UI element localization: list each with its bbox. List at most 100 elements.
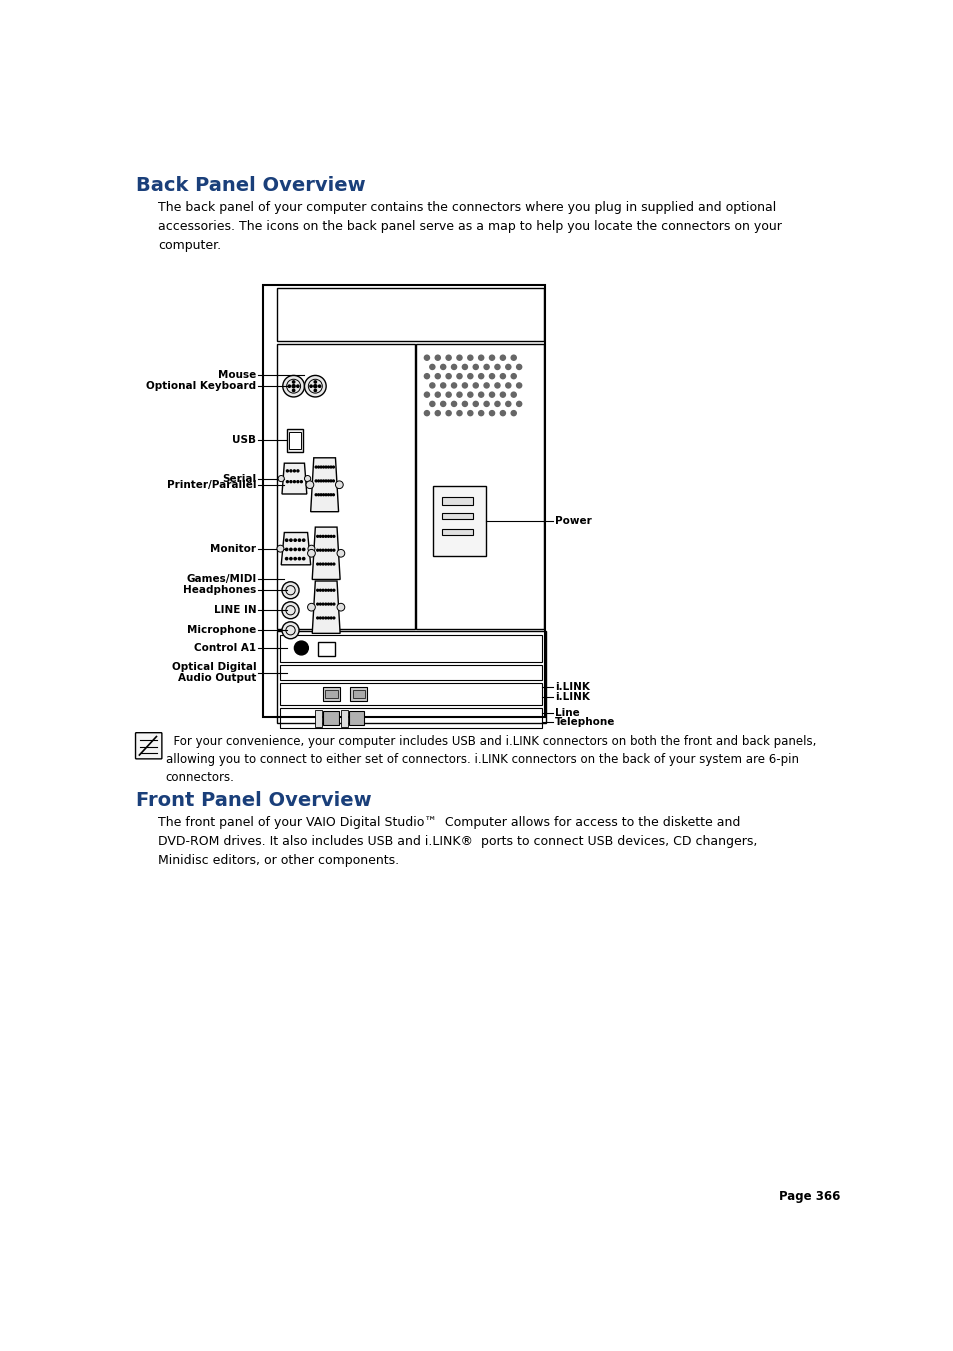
Text: Line: Line	[555, 708, 578, 717]
Circle shape	[320, 466, 322, 467]
Circle shape	[483, 382, 489, 388]
Circle shape	[424, 411, 429, 416]
Circle shape	[430, 365, 435, 369]
Circle shape	[435, 392, 440, 397]
Circle shape	[327, 535, 329, 538]
Circle shape	[327, 466, 329, 467]
Circle shape	[317, 480, 319, 482]
Bar	[262, 285, 545, 716]
Circle shape	[333, 617, 335, 619]
Circle shape	[304, 376, 326, 397]
Circle shape	[294, 642, 308, 655]
Polygon shape	[312, 581, 340, 634]
Bar	[442, 528, 473, 535]
Circle shape	[290, 539, 292, 542]
Text: LINE IN: LINE IN	[213, 605, 256, 615]
Circle shape	[316, 563, 318, 565]
Circle shape	[424, 374, 429, 378]
Circle shape	[473, 382, 477, 388]
Circle shape	[517, 401, 521, 407]
Polygon shape	[282, 463, 307, 494]
Circle shape	[314, 389, 316, 392]
Circle shape	[467, 355, 473, 361]
Circle shape	[440, 401, 445, 407]
Circle shape	[505, 382, 510, 388]
Bar	[442, 497, 473, 505]
Bar	[314, 709, 321, 727]
Text: Control A1: Control A1	[194, 643, 256, 653]
Circle shape	[322, 603, 324, 605]
Circle shape	[300, 481, 302, 482]
Circle shape	[456, 411, 461, 416]
Circle shape	[296, 385, 298, 388]
Bar	[323, 688, 340, 701]
Bar	[280, 708, 541, 728]
Circle shape	[302, 549, 305, 551]
Circle shape	[319, 603, 321, 605]
Bar	[433, 486, 485, 555]
Bar	[348, 711, 364, 725]
Circle shape	[294, 539, 296, 542]
Circle shape	[424, 355, 429, 361]
Circle shape	[462, 382, 467, 388]
Circle shape	[322, 617, 324, 619]
Circle shape	[316, 617, 318, 619]
Circle shape	[293, 381, 294, 384]
Circle shape	[456, 355, 461, 361]
Circle shape	[478, 392, 483, 397]
Circle shape	[322, 480, 324, 482]
Circle shape	[290, 470, 292, 471]
Circle shape	[467, 392, 473, 397]
Text: USB: USB	[233, 435, 256, 444]
Circle shape	[282, 582, 298, 598]
Circle shape	[446, 411, 451, 416]
Circle shape	[330, 480, 332, 482]
Circle shape	[294, 470, 295, 471]
Circle shape	[322, 535, 324, 538]
Circle shape	[333, 603, 335, 605]
Circle shape	[333, 480, 335, 482]
Bar	[325, 690, 337, 698]
Circle shape	[440, 365, 445, 369]
Circle shape	[290, 549, 292, 551]
Circle shape	[314, 494, 316, 496]
Circle shape	[435, 411, 440, 416]
Circle shape	[330, 563, 332, 565]
Circle shape	[318, 385, 320, 388]
Circle shape	[320, 480, 322, 482]
Circle shape	[451, 365, 456, 369]
Circle shape	[285, 558, 288, 559]
Circle shape	[446, 392, 451, 397]
Circle shape	[327, 494, 329, 496]
Circle shape	[322, 589, 324, 592]
Circle shape	[478, 374, 483, 378]
Circle shape	[322, 494, 324, 496]
Circle shape	[325, 494, 327, 496]
Circle shape	[495, 401, 499, 407]
Text: The back panel of your computer contains the connectors where you plug in suppli: The back panel of your computer contains…	[158, 200, 781, 251]
Circle shape	[325, 589, 326, 592]
Circle shape	[327, 480, 329, 482]
Circle shape	[325, 617, 326, 619]
Circle shape	[285, 549, 288, 551]
Bar	[276, 345, 415, 628]
Circle shape	[489, 411, 494, 416]
Circle shape	[276, 546, 284, 553]
Circle shape	[319, 550, 321, 551]
Circle shape	[446, 374, 451, 378]
Circle shape	[302, 539, 305, 542]
Circle shape	[325, 603, 326, 605]
Circle shape	[333, 589, 335, 592]
Circle shape	[317, 494, 319, 496]
Circle shape	[478, 355, 483, 361]
Bar	[280, 684, 541, 705]
Text: The front panel of your VAIO Digital Studio™  Computer allows for access to the : The front panel of your VAIO Digital Stu…	[158, 816, 757, 867]
Circle shape	[483, 401, 489, 407]
Circle shape	[316, 589, 318, 592]
Circle shape	[298, 539, 300, 542]
Circle shape	[310, 385, 312, 388]
Polygon shape	[281, 532, 311, 565]
Circle shape	[278, 476, 284, 482]
Circle shape	[517, 382, 521, 388]
Circle shape	[467, 374, 473, 378]
